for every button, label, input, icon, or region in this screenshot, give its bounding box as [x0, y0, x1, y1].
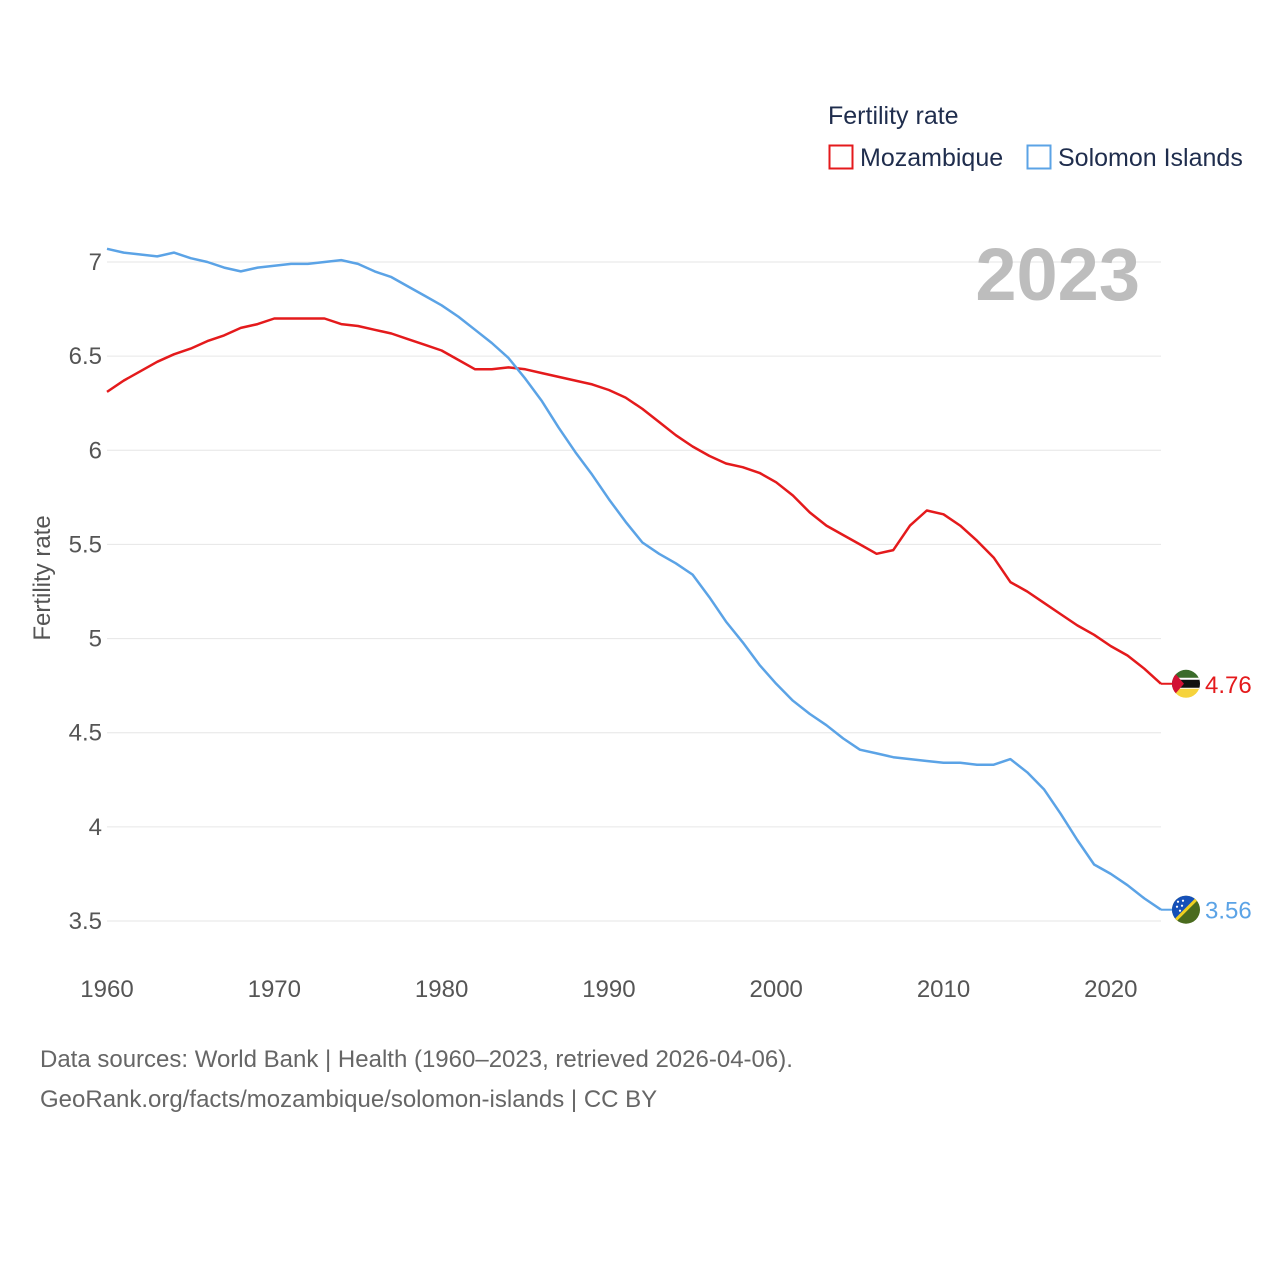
legend-label-mozambique[interactable]: Mozambique [860, 144, 1003, 172]
source-note: Data sources: World Bank | Health (1960–… [40, 1040, 793, 1120]
legend-label-solomon-islands[interactable]: Solomon Islands [1058, 144, 1243, 172]
y-tick-label: 7 [89, 249, 102, 276]
x-tick-label: 2000 [750, 976, 803, 1003]
y-tick-label: 6 [89, 437, 102, 464]
series-line-mozambique [106, 317, 1162, 685]
x-tick-label: 1990 [582, 976, 635, 1003]
y-axis-label: Fertility rate [29, 515, 56, 640]
series-line-solomon-islands [106, 247, 1162, 911]
end-value-label-solomon-islands: 3.56 [1205, 898, 1252, 925]
source-line-1: Data sources: World Bank | Health (1960–… [40, 1046, 793, 1073]
y-tick-label: 4.5 [69, 720, 102, 747]
flag-icon-solomon-islands [1172, 895, 1200, 924]
legend-swatch-mozambique[interactable] [828, 144, 854, 170]
y-tick-label: 5 [89, 626, 102, 653]
end-value-label-mozambique: 4.76 [1205, 672, 1252, 699]
y-tick-label: 5.5 [69, 531, 102, 558]
year-label: 2023 [975, 233, 1140, 316]
x-axis-ticks: 1960 1970 1980 1990 2000 2010 2020 [80, 976, 1137, 1003]
legend-title: Fertility rate [828, 102, 959, 130]
series-end-markers: 4.76 3.56 [1161, 669, 1252, 925]
x-tick-label: 1980 [415, 976, 468, 1003]
y-axis-ticks: 3.5 4 4.5 5 5.5 6 6.5 7 [69, 249, 102, 935]
y-tick-label: 6.5 [69, 343, 102, 370]
x-tick-label: 1970 [248, 976, 301, 1003]
y-tick-label: 3.5 [69, 908, 102, 935]
x-tick-label: 2020 [1084, 976, 1137, 1003]
legend: Fertility rate Mozambique Solomon Island… [828, 102, 1243, 172]
x-tick-label: 2010 [917, 976, 970, 1003]
gridlines [107, 261, 1161, 922]
flag-icon-mozambique [1172, 669, 1200, 698]
x-tick-label: 1960 [80, 976, 133, 1003]
legend-swatch-solomon-islands[interactable] [1026, 144, 1052, 170]
source-line-2: GeoRank.org/facts/mozambique/solomon-isl… [40, 1086, 658, 1113]
y-tick-label: 4 [89, 814, 102, 841]
series-lines [106, 247, 1162, 911]
